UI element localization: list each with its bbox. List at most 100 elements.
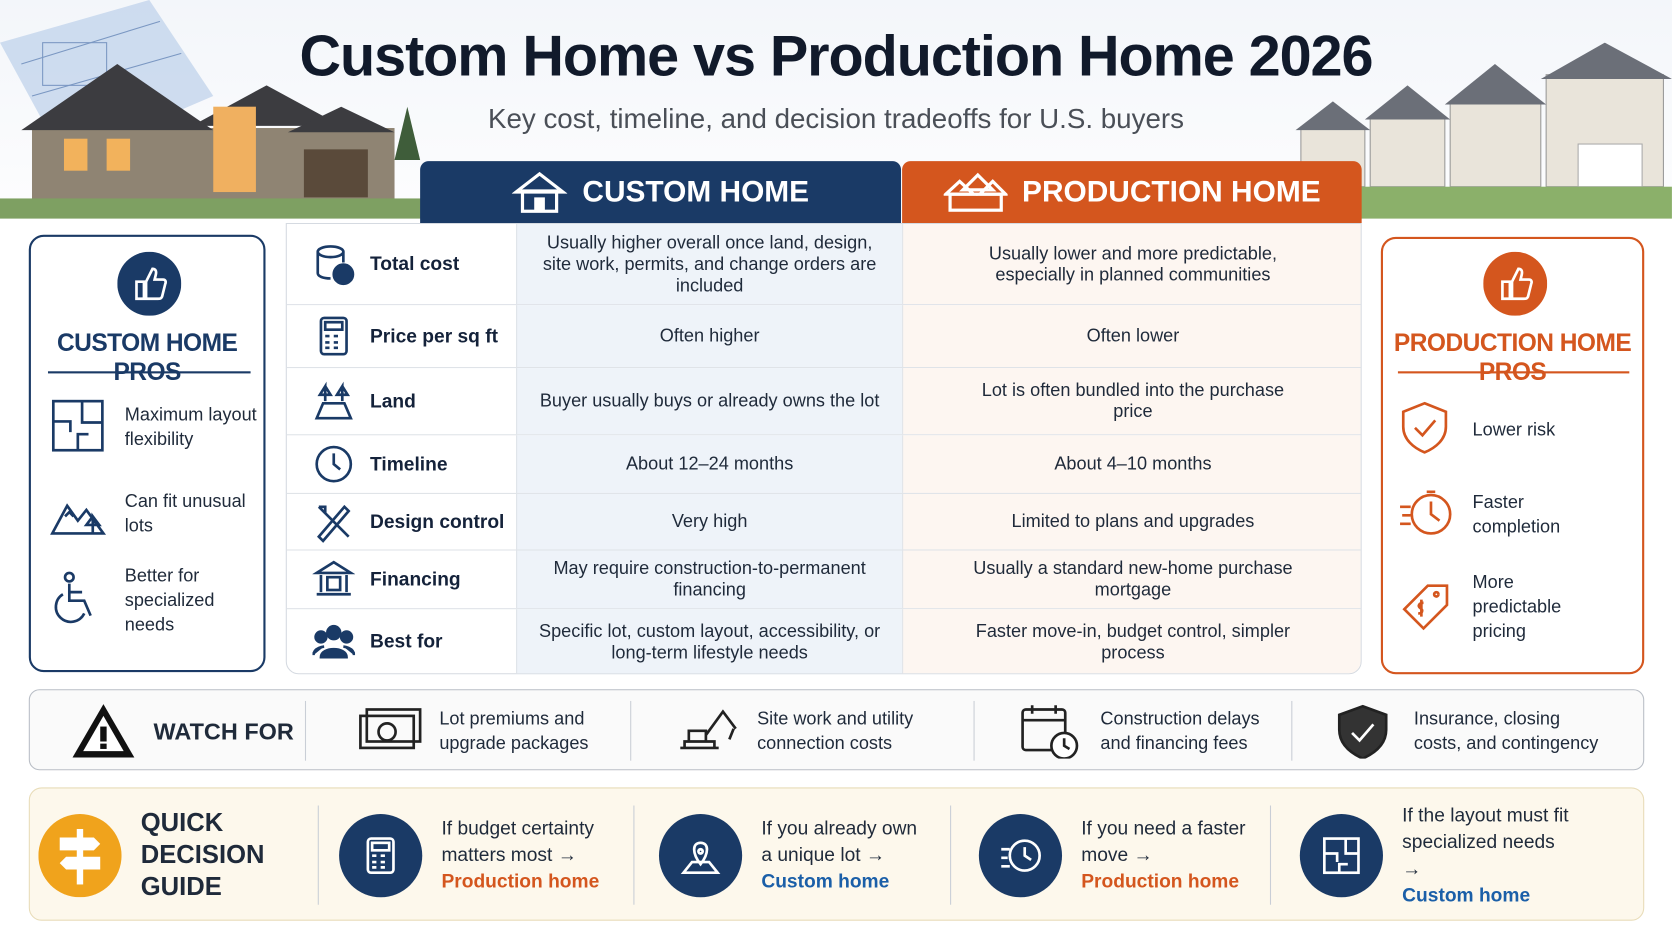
row-label-cell: Price per sq ft <box>287 305 516 367</box>
watch-text: Site work and utility connection costs <box>757 708 914 754</box>
table-row: Design control Very high Limited to plans … <box>286 492 1361 550</box>
icon <box>1402 584 1449 631</box>
icon <box>1001 838 1041 872</box>
icon <box>359 708 422 750</box>
watch-for-bar: WATCH FOR Lot premiums and upgrade packa… <box>28 689 1645 771</box>
pro-item: Faster completion <box>1398 484 1606 544</box>
icon <box>315 445 353 483</box>
pro-item: More predictable pricing <box>1398 571 1606 641</box>
icon <box>680 709 737 750</box>
icon <box>54 571 92 624</box>
section-title: QUICK DECISION GUIDE <box>140 808 265 901</box>
guide-condition: If the layout must fit specialized needs… <box>1402 803 1569 879</box>
icon <box>312 560 356 596</box>
divider <box>47 371 251 374</box>
icon <box>366 836 395 874</box>
production-cell: About 4–10 months <box>902 435 1361 493</box>
divider <box>1397 371 1630 374</box>
row-label-cell: Land <box>287 368 516 434</box>
thumbs-up-icon <box>1483 251 1548 316</box>
custom-cell: May require construction-to-permanent fi… <box>516 550 903 609</box>
watch-item: Site work and utility connection costs <box>676 690 949 771</box>
comparison-table: Total cost Usually higher overall once la… <box>285 222 1362 675</box>
guide-text: If the layout must fit specialized needs… <box>1402 802 1573 909</box>
production-cell: Often lower <box>902 305 1361 368</box>
row-label-cell: Financing <box>287 551 516 609</box>
table-row: Timeline About 12–24 months About 4–10 mon… <box>286 434 1361 493</box>
watch-text: Lot premiums and upgrade packages <box>439 708 589 754</box>
guide-icon <box>978 813 1063 897</box>
pro-text: Can fit unusual lots <box>124 490 246 536</box>
row-label: Design control <box>370 510 505 532</box>
row-label: Price per sq ft <box>370 324 499 347</box>
pro-text: Better for specialized needs <box>124 564 215 635</box>
table-row: Price per sq ft Often higher Often lower <box>286 304 1361 368</box>
guide-icon <box>1299 813 1383 897</box>
row-label-cell: Best for <box>287 609 516 673</box>
icon <box>1400 490 1452 535</box>
column-title: PRODUCTION HOME <box>1022 174 1321 209</box>
icon <box>680 840 721 874</box>
column-title: CUSTOM HOME <box>582 174 810 209</box>
guide-text: If you already own a unique lot → Custom … <box>761 815 932 895</box>
icon <box>1323 836 1360 874</box>
production-column-header: PRODUCTION HOME <box>902 161 1362 223</box>
watch-item: Insurance, closing costs, and contingenc… <box>1333 690 1606 771</box>
production-pros-card: PRODUCTION HOME PROS Lower risk Faster co… <box>1380 236 1645 675</box>
icon <box>319 316 348 356</box>
guide-condition: If you already own a unique lot → <box>761 817 918 866</box>
production-cell: Usually a standard new-home purchase mor… <box>902 550 1361 609</box>
production-cell: Usually lower and more predictable, espe… <box>902 224 1361 305</box>
pro-item: Better for specialized needs <box>50 565 258 634</box>
card-title: PRODUCTION HOME PROS <box>1393 328 1632 386</box>
pro-text: Faster completion <box>1472 491 1561 537</box>
custom-cell: Often higher <box>516 305 903 368</box>
custom-cell: Specific lot, custom layout, accessibili… <box>516 609 903 674</box>
guide-choice: Production home <box>1081 870 1240 892</box>
icon <box>1021 705 1079 759</box>
guide-choice: Custom home <box>1402 883 1531 906</box>
header: Custom Home vs Production Home 2026 Key … <box>0 0 1672 219</box>
pro-item: Can fit unusual lots <box>50 483 258 543</box>
watch-for-heading: WATCH FOR <box>70 690 294 771</box>
guide-icon <box>658 813 743 897</box>
pros-list: Maximum layout flexibility Can fit unusua… <box>31 237 263 670</box>
row-label-cell: Design control <box>287 494 516 549</box>
guide-item: If you already own a unique lot → Custom … <box>658 788 932 921</box>
custom-cell: About 12–24 months <box>516 435 903 493</box>
divider <box>950 805 952 905</box>
pro-item: Maximum layout flexibility <box>50 397 258 457</box>
pros-list: Lower risk Faster completion More predicta… <box>1383 239 1642 672</box>
warning-icon <box>72 704 135 758</box>
guide-text: If budget certainty matters most → Produc… <box>441 815 612 895</box>
guide-choice: Production home <box>441 870 600 892</box>
pro-text: Maximum layout flexibility <box>124 404 257 450</box>
thumbs-up-icon <box>117 251 182 316</box>
guide-item: If budget certainty matters most → Produc… <box>339 788 612 921</box>
icon <box>50 503 107 535</box>
guide-text: If you need a faster move → Production ho… <box>1081 815 1252 895</box>
production-cell: Lot is often bundled into the purchase p… <box>902 368 1361 435</box>
icon <box>1401 401 1448 454</box>
row-label: Financing <box>370 568 461 590</box>
guide-choice: Custom home <box>761 870 890 892</box>
row-label: Total cost <box>370 252 460 275</box>
subtitle: Key cost, timeline, and decision tradeof… <box>487 102 1184 135</box>
custom-cell: Usually higher overall once land, design… <box>516 224 903 305</box>
icon <box>312 624 356 659</box>
divider <box>973 700 975 761</box>
table-row: Best for Specific lot, custom layout, acc… <box>286 608 1361 674</box>
table-row: Financing May require construction-to-per… <box>286 549 1361 609</box>
divider <box>304 700 307 761</box>
row-label: Best for <box>370 630 443 652</box>
row-label-cell: Total cost <box>287 224 516 304</box>
watch-item: Lot premiums and upgrade packages <box>358 690 631 771</box>
guide-item: If the layout must fit specialized needs… <box>1299 788 1573 921</box>
pro-text: Lower risk <box>1472 418 1556 440</box>
guide-condition: If budget certainty matters most → <box>441 817 595 866</box>
row-label-cell: Timeline <box>287 435 516 493</box>
guide-heading: QUICK DECISION GUIDE <box>38 788 311 921</box>
icon <box>316 244 355 285</box>
icon <box>314 381 353 420</box>
